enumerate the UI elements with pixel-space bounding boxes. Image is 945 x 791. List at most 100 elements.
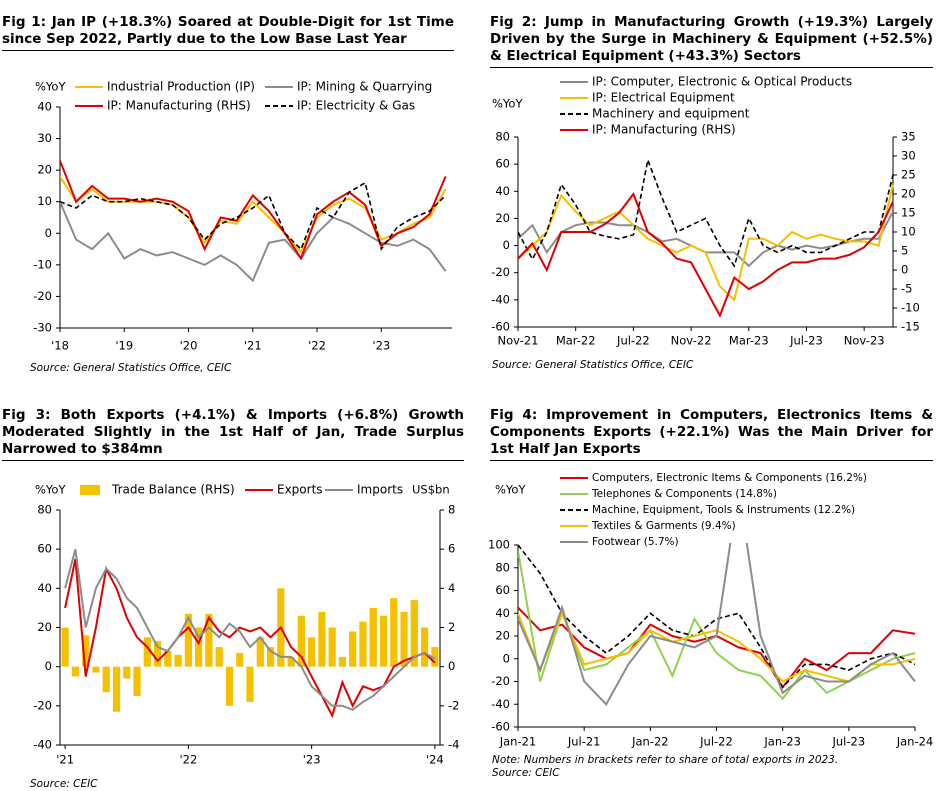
source: Source: General Statistics Office, CEIC xyxy=(30,362,232,374)
y-tick-label: 0 xyxy=(45,226,52,240)
x-tick-label: Nov-22 xyxy=(671,334,712,348)
series-line xyxy=(518,544,916,689)
x-tick-label: '23 xyxy=(303,753,321,767)
bar xyxy=(61,627,69,667)
bar xyxy=(431,647,439,667)
x-tick-label: '24 xyxy=(426,753,444,767)
x-tick-label: '23 xyxy=(372,339,390,353)
legend-label: Exports xyxy=(277,483,323,497)
bar xyxy=(338,656,347,667)
y2-tick-label: 6 xyxy=(448,542,455,556)
bar xyxy=(318,611,326,667)
y-tick-label: -20 xyxy=(33,289,52,303)
series-line xyxy=(60,181,447,251)
note: Note: Numbers in brackets refer to share… xyxy=(492,754,838,766)
x-tick-label: Jul-21 xyxy=(567,735,601,749)
y2-tick-label: 8 xyxy=(448,503,455,517)
bar xyxy=(266,647,275,667)
x-tick-label: Jul-22 xyxy=(616,334,650,348)
bar xyxy=(71,666,79,677)
bar xyxy=(174,654,182,667)
bar xyxy=(400,611,408,667)
series-line xyxy=(518,191,894,318)
y-tick-label: -40 xyxy=(491,697,510,711)
y2-tick-label: 4 xyxy=(448,581,455,595)
plot xyxy=(61,548,439,719)
bar xyxy=(379,615,388,667)
y2-tick-label: 20 xyxy=(901,187,916,201)
y-tick-label: -40 xyxy=(491,292,510,306)
bar xyxy=(102,666,110,693)
y-tick-label: 80 xyxy=(495,130,510,144)
bar xyxy=(184,613,192,667)
x-tick-label: '21 xyxy=(56,753,74,767)
y-tick-label: 60 xyxy=(495,583,510,597)
bar xyxy=(287,656,295,667)
x-tick-label: '22 xyxy=(308,339,326,353)
y-axis-label: %YoY xyxy=(492,97,523,111)
source: Source: CEIC xyxy=(30,778,98,790)
y-tick-label: -20 xyxy=(491,265,510,279)
legend-label: Telephones & Components (14.8%) xyxy=(591,488,777,500)
y-tick-label: 20 xyxy=(495,629,510,643)
x-tick-label: Nov-23 xyxy=(844,334,885,348)
x-tick-label: Jul-22 xyxy=(699,735,733,749)
y2-tick-label: 25 xyxy=(901,168,916,182)
series-line xyxy=(60,160,447,261)
legend-label: IP: Manufacturing (RHS) xyxy=(107,99,251,113)
x-tick-label: Jan-21 xyxy=(499,735,537,749)
series-line xyxy=(60,175,447,255)
y-axis-label: %YoY xyxy=(35,80,66,94)
y-tick-label: 80 xyxy=(37,503,52,517)
y-tick-label: -20 xyxy=(33,698,52,712)
y-tick-label: 30 xyxy=(37,131,52,145)
y-tick-label: 60 xyxy=(495,157,510,171)
y-tick-label: 100 xyxy=(488,538,510,552)
bar xyxy=(195,627,203,667)
series-line xyxy=(64,558,436,719)
bar xyxy=(359,621,367,667)
series-line xyxy=(518,157,894,268)
bar xyxy=(236,652,244,667)
y-tick-label: 40 xyxy=(37,581,52,595)
x-tick-label: Nov-21 xyxy=(498,334,539,348)
x-tick-label: '19 xyxy=(115,339,133,353)
y-tick-label: 10 xyxy=(37,194,52,208)
y2-tick-label: 35 xyxy=(901,130,916,144)
y-axis-label: %YoY xyxy=(495,483,526,497)
y2-tick-label: 0 xyxy=(901,263,908,277)
plot xyxy=(518,157,894,318)
y-tick-label: 80 xyxy=(495,560,510,574)
x-tick-label: Jul-23 xyxy=(789,334,823,348)
legend-label: Trade Balance (RHS) xyxy=(111,483,235,497)
y-tick-label: 60 xyxy=(37,542,52,556)
series-line xyxy=(518,610,916,683)
legend-label: Industrial Production (IP) xyxy=(107,80,255,94)
bar xyxy=(225,666,234,706)
bar xyxy=(328,627,336,667)
y-tick-label: 0 xyxy=(503,651,510,665)
bar xyxy=(143,637,151,667)
bar xyxy=(390,598,398,667)
bar xyxy=(92,666,100,673)
y-tick-label: 20 xyxy=(37,620,52,634)
y2-tick-label: 5 xyxy=(901,244,908,258)
y-tick-label: -30 xyxy=(33,321,52,335)
source: Source: General Statistics Office, CEIC xyxy=(492,359,694,371)
bar xyxy=(410,600,418,667)
bar xyxy=(205,613,213,667)
y2-tick-label: 30 xyxy=(901,149,916,163)
y2-tick-label: 15 xyxy=(901,206,916,220)
y-tick-label: 40 xyxy=(495,184,510,198)
x-tick-label: Jan-24 xyxy=(896,735,934,749)
legend-label: IP: Computer, Electronic & Optical Produ… xyxy=(592,75,852,89)
bar xyxy=(123,666,131,679)
plot xyxy=(60,160,447,283)
chart-title: Fig 4: Improvement in Computers, Electro… xyxy=(490,407,933,461)
bar xyxy=(164,651,172,667)
legend-label: IP: Manufacturing (RHS) xyxy=(592,123,736,137)
y-tick-label: 20 xyxy=(37,163,52,177)
bar xyxy=(112,666,121,712)
y-axis-label: %YoY xyxy=(35,483,66,497)
